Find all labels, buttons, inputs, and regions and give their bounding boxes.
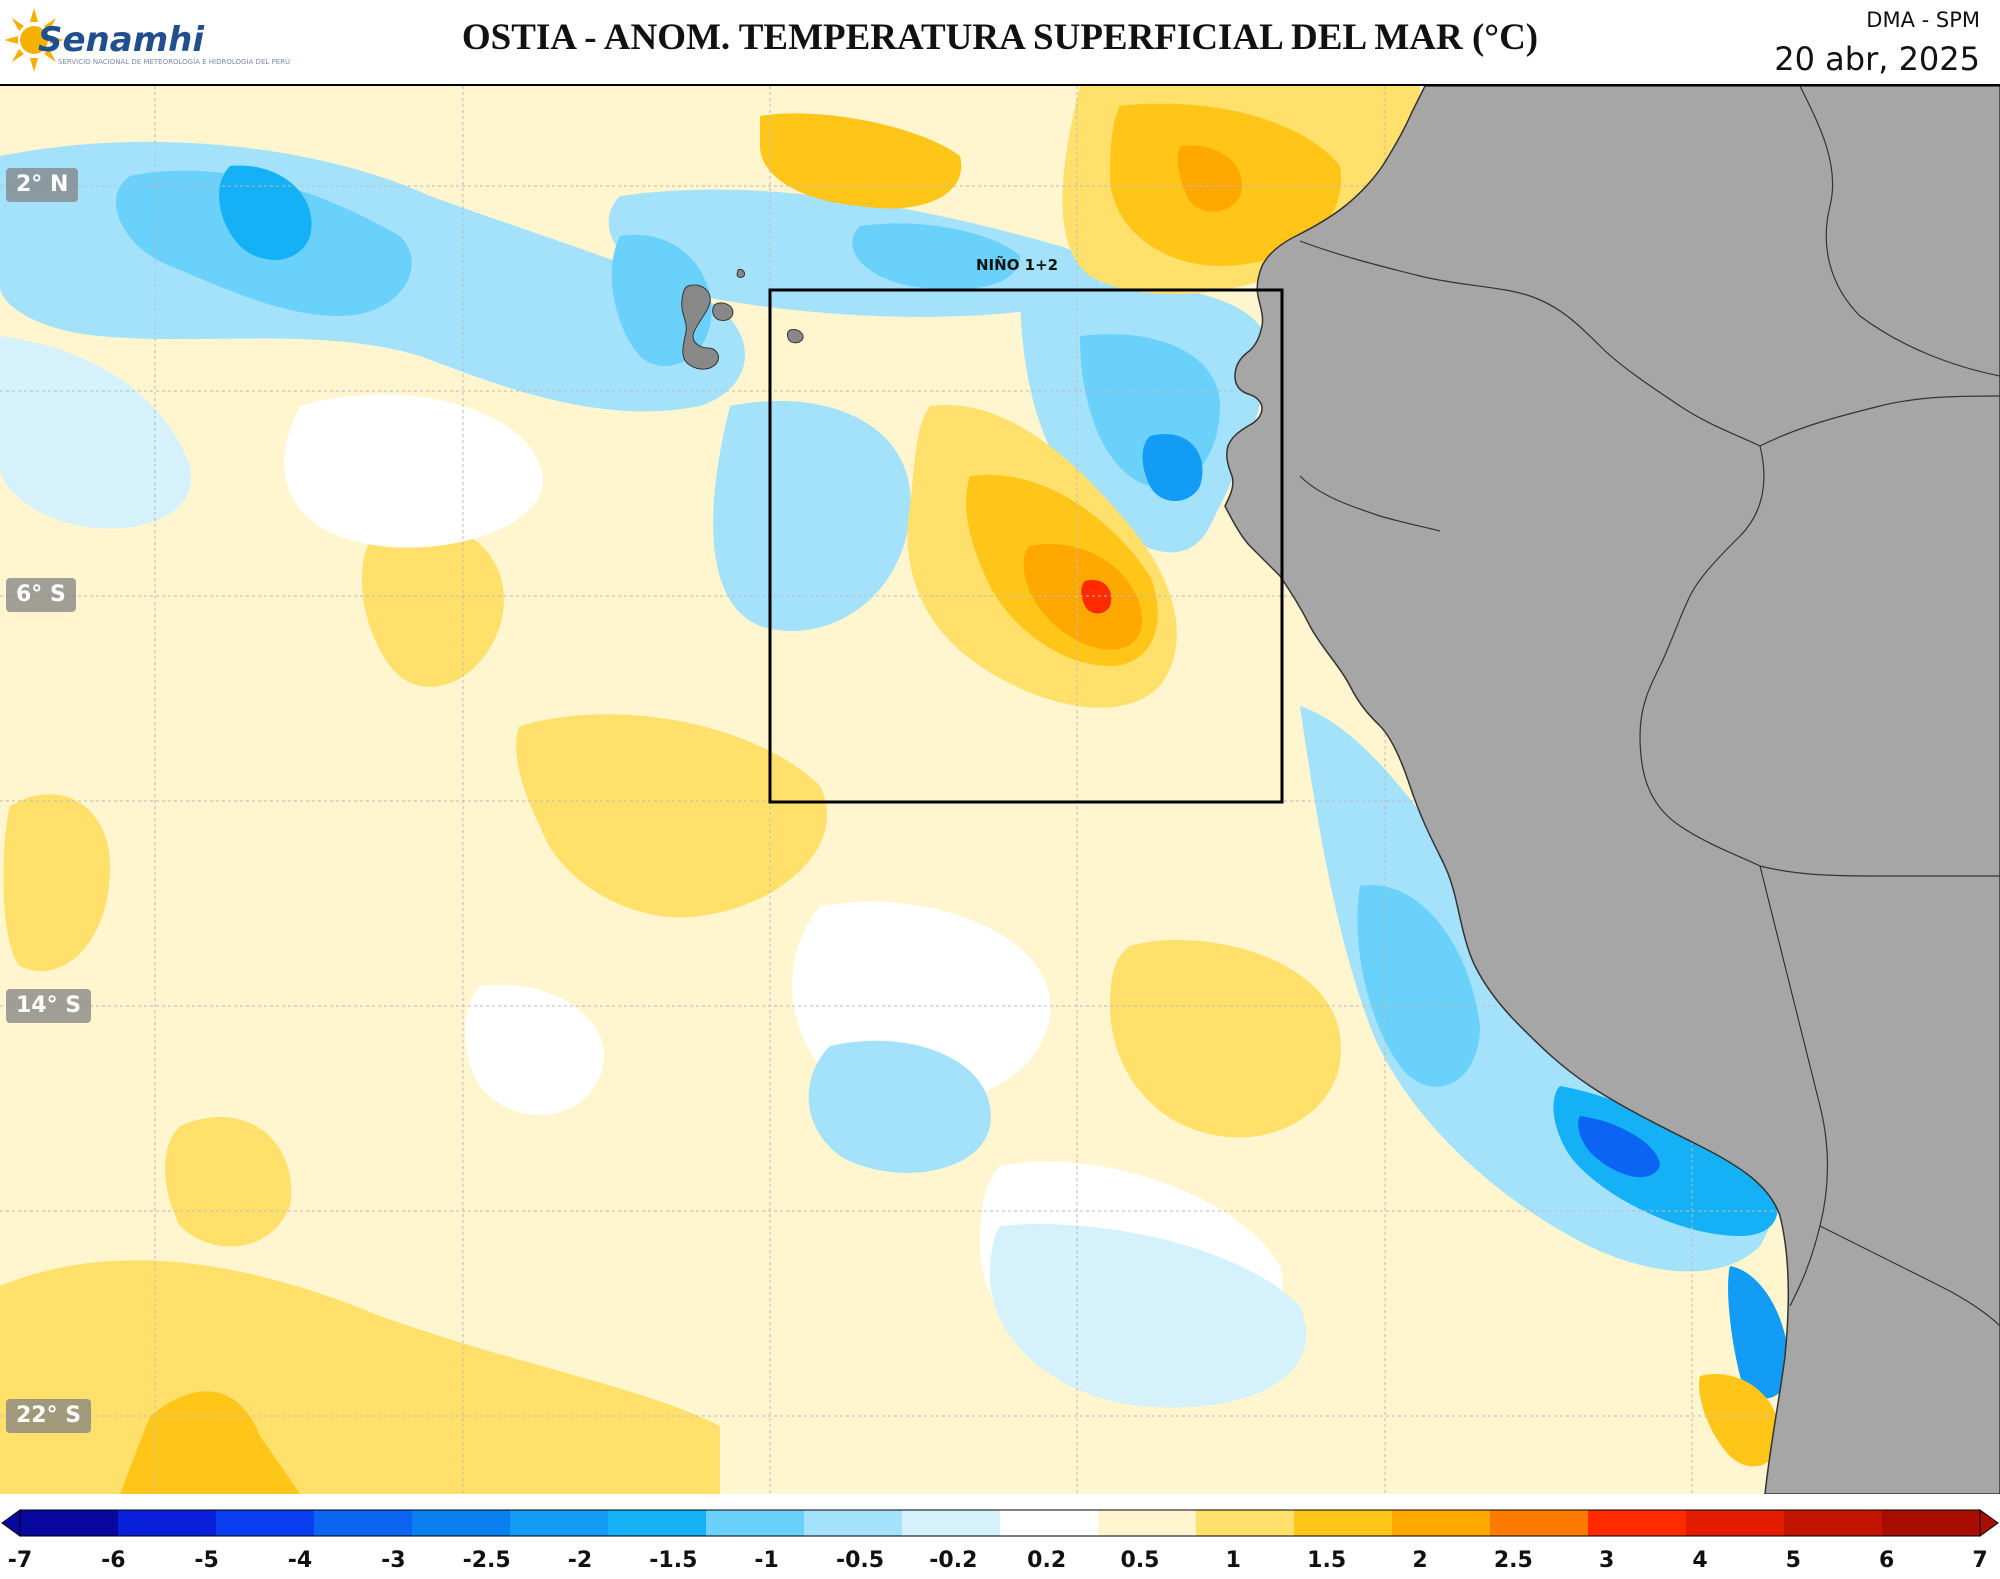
colorbar-segment (118, 1510, 217, 1536)
latitude-label-14s: 14° S (6, 989, 92, 1023)
anomaly-cool-north-core (219, 165, 312, 260)
colorbar-segment (706, 1510, 805, 1536)
latitude-label-2n: 2° N (6, 168, 79, 202)
colorbar-tick-label: 4 (1692, 1548, 1708, 1573)
colorbar-tick-label: -2.5 (462, 1548, 511, 1573)
colorbar-segment (1686, 1510, 1785, 1536)
colorbar-tick-label: 0.5 (1120, 1548, 1160, 1573)
nino-region-label: NIÑO 1+2 (976, 256, 1059, 274)
colorbar-outline (19, 1509, 1981, 1537)
colorbar-segment (1098, 1510, 1197, 1536)
anomaly-warm-central (516, 714, 828, 918)
anomaly-warm-west (3, 794, 110, 972)
colorbar-segment (1784, 1510, 1883, 1536)
sun-icon (4, 8, 64, 72)
colorbar-ticks: -7 -6 -5 -4 -3 -2.5 -2 -1.5 -1 -0.5 -0.2 0.2 0.5 1 1.5… (0, 1548, 2000, 1578)
colorbar-tick-label: -1.5 (649, 1548, 698, 1573)
anomaly-cool-south-central (808, 1040, 991, 1173)
anomaly-warm-chile-patch (1699, 1374, 1780, 1467)
colorbar-segment (1196, 1510, 1295, 1536)
anomaly-neutral-patch-3 (465, 984, 604, 1115)
anomaly-cool-south-coast-mid (1357, 885, 1480, 1087)
chart-title: OSTIA - ANOM. TEMPERATURA SUPERFICIAL DE… (461, 17, 1539, 58)
anomaly-cool-chile-far-south (1728, 1266, 1790, 1399)
colorbar-segment (1588, 1510, 1687, 1536)
colorbar-segment (314, 1510, 413, 1536)
map-canvas (0, 86, 2000, 1494)
colorbar-tick-label: -5 (194, 1548, 219, 1573)
senamhi-logo: Senamhi SERVICIO NACIONAL DE METEOROLOGÍ… (4, 2, 290, 82)
anomaly-cool-chile-core (1578, 1116, 1660, 1178)
sst-anomaly-map: NIÑO 1+2 2° N 6° S 14° S 22° S (0, 84, 2000, 1494)
colorbar-segment (1490, 1510, 1589, 1536)
logo-wordmark: Senamhi (38, 20, 204, 60)
colorbar-svg (1, 1509, 1999, 1537)
colorbar-tick-label: 1 (1225, 1548, 1241, 1573)
colorbar-extend-min (1, 1509, 21, 1537)
colorbar-segment (1294, 1510, 1393, 1536)
anomaly-warm-south-central (165, 1117, 292, 1247)
colorbar-segment (412, 1510, 511, 1536)
anomaly-warm-north-central (760, 113, 962, 209)
colorbar-segment (608, 1510, 707, 1536)
colorbar-tick-label: -4 (287, 1548, 313, 1573)
colorbar-tick-label: -2 (567, 1548, 593, 1573)
logo-subtitle: SERVICIO NACIONAL DE METEOROLOGÍA E HIDR… (58, 58, 291, 66)
colorbar-tick-label: -0.5 (835, 1548, 885, 1573)
colorbar-tick-label: 6 (1879, 1548, 1895, 1573)
colorbar-segment (1882, 1510, 1981, 1536)
colorbar-tick-label: 5 (1785, 1548, 1801, 1573)
colorbar-tick-label: 0.2 (1027, 1548, 1067, 1573)
colorbar-tick-label: -3 (381, 1548, 406, 1573)
anomaly-warm-colombia-core (1178, 145, 1242, 212)
colorbar-tick-label: 1.5 (1307, 1548, 1347, 1573)
anomaly-cool-west (0, 336, 192, 529)
country-borders (1299, 86, 2000, 1327)
colorbar-tick-label: 2 (1412, 1548, 1428, 1573)
colorbar-segment (902, 1510, 1001, 1536)
anomaly-warm-central-west (361, 521, 504, 687)
colorbar-segment (1392, 1510, 1491, 1536)
galapagos-islands (681, 269, 804, 370)
anomaly-warm-southwest-strong (120, 1391, 300, 1494)
colorbar-tick-label: 3 (1599, 1548, 1615, 1573)
header-bar: Senamhi SERVICIO NACIONAL DE METEOROLOGÍ… (0, 0, 2000, 84)
colorbar-segment (1000, 1510, 1099, 1536)
date-label: 20 abr, 2025 (1774, 40, 1980, 78)
latitude-label-6s: 6° S (6, 578, 76, 612)
colorbar-tick-label: 7 (1972, 1548, 1988, 1573)
anomaly-cool-south-band (990, 1224, 1307, 1408)
source-label: DMA - SPM (1866, 8, 1980, 32)
colorbar-segment (20, 1510, 119, 1536)
anomaly-cool-ecuador-strong (1142, 434, 1203, 501)
colorbar-tick-label: -0.2 (929, 1548, 978, 1573)
colorbar-segment (804, 1510, 903, 1536)
colorbar-tick-label: -7 (7, 1548, 33, 1573)
latitude-label-22s: 22° S (6, 1399, 92, 1433)
anomaly-warm-nino-core (1081, 580, 1112, 614)
colorbar-extend-max (1979, 1509, 1999, 1537)
colorbar-tick-label: -1 (754, 1548, 779, 1573)
colorbar (0, 1500, 2000, 1548)
anomaly-cool-nino-west (713, 400, 911, 632)
land-south-america (1224, 86, 2000, 1494)
colorbar-segment (216, 1510, 315, 1536)
colorbar-tick-label: 2.5 (1493, 1548, 1533, 1573)
colorbar-segment (510, 1510, 609, 1536)
anomaly-warm-central-east (1110, 940, 1341, 1138)
anomaly-cool-northeast-core (852, 223, 1020, 290)
anomaly-neutral-patch-1 (284, 394, 543, 548)
nino-1-2-region-box (768, 288, 1284, 804)
colorbar-tick-label: -6 (101, 1548, 126, 1573)
